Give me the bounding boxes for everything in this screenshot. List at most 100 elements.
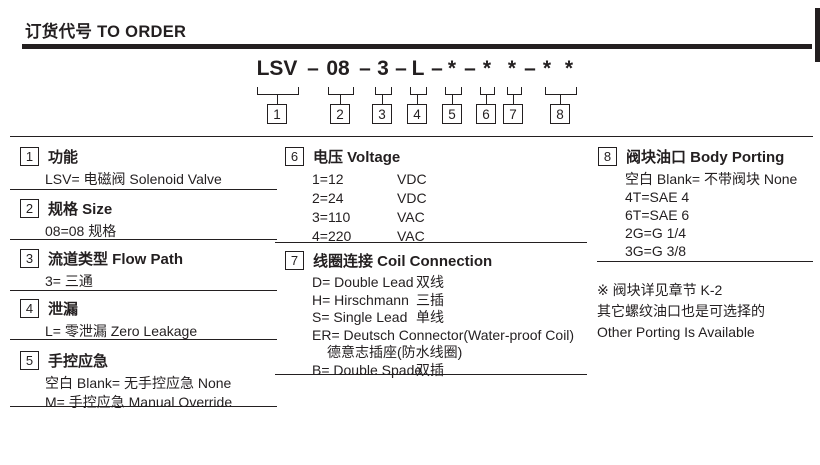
section-manual-override: 5 手控应急 空白 Blank= 无手控应急 None M= 手控应急 Manu…: [10, 350, 277, 410]
section-number-box: 1: [20, 147, 39, 166]
option-row: 08=08 规格: [45, 223, 117, 239]
note-line: Other Porting Is Available: [597, 324, 755, 340]
voltage-unit: VAC: [397, 228, 425, 244]
section-title: 功能: [48, 149, 79, 166]
section-title: 阀块油口 Body Porting: [626, 149, 785, 166]
section-title: 电压 Voltage: [313, 149, 401, 166]
position-box-3: 3: [372, 104, 392, 124]
section-body-porting: 8 阀块油口 Body Porting 空白 Blank= 不带阀块 None …: [597, 146, 813, 262]
bracket-6: [480, 87, 495, 95]
option-row: ER= Deutsch Connector(Water-proof Coil): [312, 326, 575, 343]
option-row: 空白 Blank= 无手控应急 None: [45, 375, 232, 391]
code-dash: –: [307, 57, 319, 80]
stem-6: [486, 94, 487, 104]
code-segment: 3: [377, 57, 389, 80]
code-wildcard: *: [447, 57, 457, 80]
code-dash: –: [464, 57, 476, 80]
position-box-6: 6: [476, 104, 496, 124]
section-number-box: 8: [598, 147, 617, 166]
diagram-divider: [10, 136, 813, 137]
page-title: 订货代号 TO ORDER: [25, 23, 187, 41]
section-title: 规格 Size: [48, 201, 113, 218]
voltage-unit: VDC: [397, 171, 427, 187]
option-row: 4T=SAE 4: [625, 189, 690, 205]
bracket-4: [410, 87, 427, 95]
position-box-2: 2: [330, 104, 350, 124]
bracket-1: [257, 87, 299, 95]
page-edge-tab: [815, 8, 820, 62]
option-row: 2=24 VDC: [312, 190, 427, 206]
code-dash: –: [524, 57, 536, 80]
title-rule: [22, 44, 812, 49]
section-leakage: 4 泄漏 L= 零泄漏 Zero Leakage: [10, 298, 277, 340]
stem-5: [452, 94, 453, 104]
position-box-5: 5: [442, 104, 462, 124]
section-voltage: 6 电压 Voltage 1=12 VDC 2=24 VDC 3=110 VAC 4=…: [275, 146, 587, 244]
coil-note: 双线: [416, 274, 444, 290]
code-dash: –: [359, 57, 371, 80]
bracket-7: [507, 87, 522, 95]
section-flow-path: 3 流道类型 Flow Path 3= 三通: [10, 248, 277, 291]
section-coil-connection: 7 线圈连接 Coil Connection D= Double Lead 双线 …: [275, 250, 587, 378]
code-wildcard: *: [482, 57, 492, 80]
section-title: 线圈连接 Coil Connection: [313, 253, 493, 270]
option-row: 1=12 VDC: [312, 171, 427, 187]
option-row: 2G=G 1/4: [625, 225, 687, 241]
section-title: 手控应急: [48, 353, 109, 370]
option-row: LSV= 电磁阀 Solenoid Valve: [45, 171, 222, 187]
section-number-box: 3: [20, 249, 39, 268]
code-segment: 08: [326, 57, 350, 80]
note-line: ※ 阀块详见章节 K-2: [597, 282, 723, 298]
position-box-4: 4: [407, 104, 427, 124]
note-line: 其它螺纹油口也是可选择的: [597, 303, 765, 319]
bracket-2: [328, 87, 354, 95]
section-title: 流道类型 Flow Path: [48, 251, 184, 268]
position-box-8: 8: [550, 104, 570, 124]
stem-1: [277, 94, 278, 104]
code-segment: LSV: [256, 57, 298, 80]
section-number-box: 7: [285, 251, 304, 270]
option-row: L= 零泄漏 Zero Leakage: [45, 323, 198, 339]
option-row: 3= 三通: [45, 273, 93, 289]
bracket-8: [545, 87, 577, 95]
code-wildcard: *: [507, 57, 517, 80]
stem-8: [560, 94, 561, 104]
stem-3: [382, 94, 383, 104]
coil-note: 三插: [416, 291, 444, 308]
voltage-unit: VAC: [397, 209, 425, 225]
option-row: 3G=G 3/8: [625, 243, 687, 259]
option-row: S= Single Lead 单线: [312, 309, 444, 325]
section-title: 泄漏: [48, 301, 79, 318]
position-box-1: 1: [267, 104, 287, 124]
porting-note: ※ 阀块详见章节 K-2 其它螺纹油口也是可选择的 Other Porting …: [597, 280, 813, 343]
stem-4: [417, 94, 418, 104]
option-row: B= Double Spade双插: [312, 361, 444, 378]
stem-2: [340, 94, 341, 104]
option-row: 4=220 VAC: [312, 228, 425, 244]
option-row: H= Hirschmann 三插: [312, 291, 444, 308]
option-row: D= Double Lead 双线: [312, 274, 444, 290]
coil-note: 单线: [416, 309, 444, 325]
option-row: 3=110 VAC: [312, 209, 425, 225]
option-row: M= 手控应急 Manual Override: [45, 394, 233, 410]
section-number-box: 4: [20, 299, 39, 318]
voltage-unit: VDC: [397, 190, 427, 206]
code-segment: L: [411, 57, 425, 80]
bracket-5: [445, 87, 462, 95]
option-row: 6T=SAE 6: [625, 207, 690, 223]
section-number-box: 2: [20, 199, 39, 218]
code-wildcard: *: [564, 57, 574, 80]
section-function: 1 功能 LSV= 电磁阀 Solenoid Valve: [10, 146, 277, 190]
code-wildcard: *: [542, 57, 552, 80]
option-row: 德意志插座(防水线圈): [327, 344, 463, 360]
stem-7: [513, 94, 514, 104]
section-size: 2 规格 Size 08=08 规格: [10, 198, 277, 240]
section-number-box: 6: [285, 147, 304, 166]
position-box-7: 7: [503, 104, 523, 124]
code-dash: –: [431, 57, 443, 80]
code-dash: –: [395, 57, 407, 80]
bracket-3: [375, 87, 392, 95]
coil-note: 双插: [416, 361, 444, 378]
option-row: 空白 Blank= 不带阀块 None: [625, 171, 798, 187]
